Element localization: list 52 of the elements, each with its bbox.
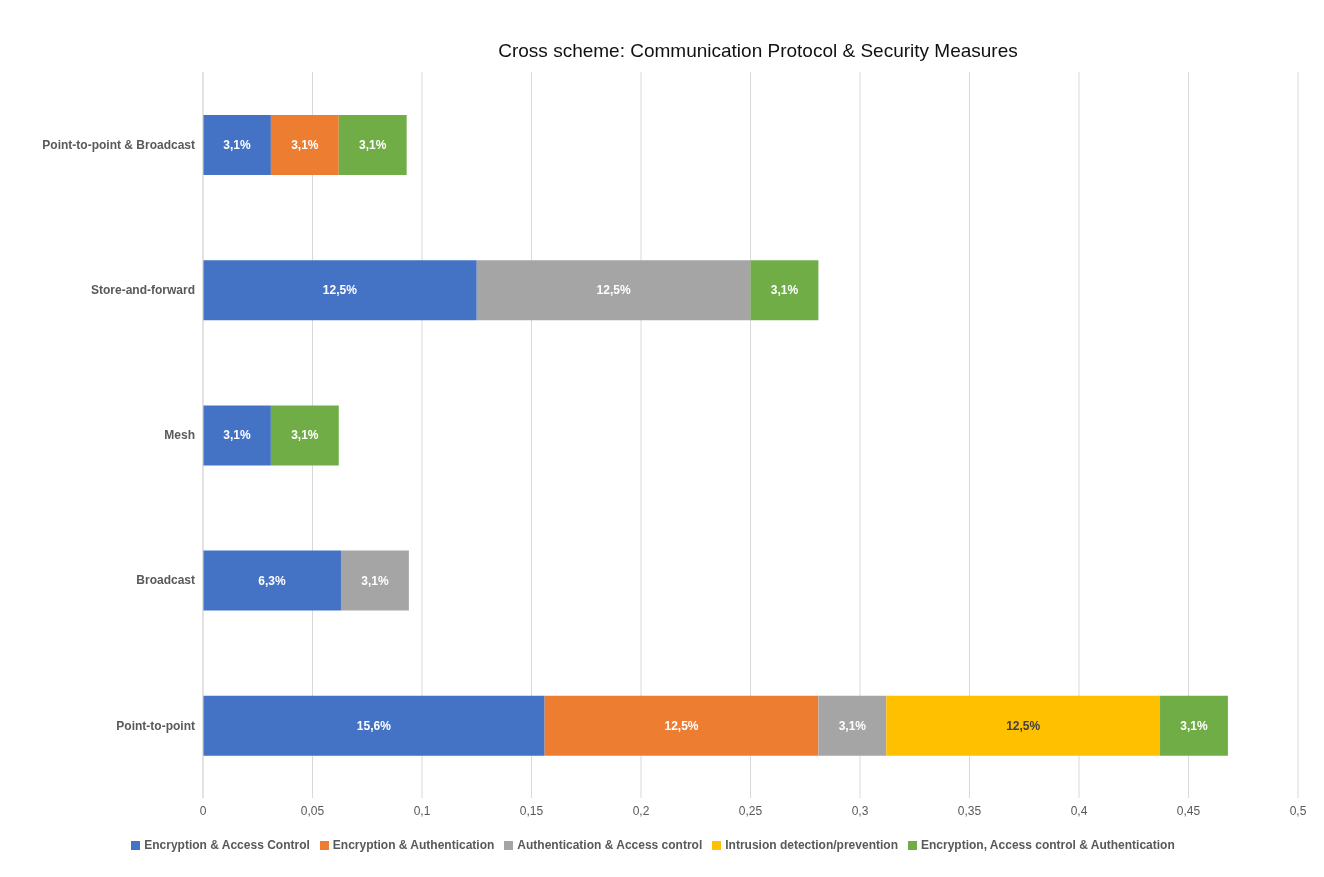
data-label: 3,1% <box>223 428 251 443</box>
bar <box>203 405 271 466</box>
data-label: 3,1% <box>1180 718 1208 733</box>
x-tick-label: 0,05 <box>300 803 325 818</box>
x-tick-label: 0,1 <box>413 803 431 818</box>
x-tick-label: 0,35 <box>957 803 982 818</box>
data-label: 12,5% <box>664 718 699 733</box>
data-label: 3,1% <box>770 283 799 298</box>
x-tick-label: 0,45 <box>1176 803 1201 818</box>
x-tick-label: 0 <box>199 803 207 818</box>
y-tick-label: Mesh <box>164 428 195 443</box>
bar <box>544 695 819 756</box>
bar <box>750 260 819 321</box>
bar <box>203 550 341 611</box>
bar <box>476 260 751 321</box>
legend-label: Encryption & Access Control <box>144 838 310 852</box>
legend-label: Authentication & Access control <box>517 838 703 852</box>
bar <box>338 115 407 175</box>
y-tick-label: Store-and-forward <box>90 283 195 298</box>
chart-title: Cross scheme: Communication Protocol & Security Measures <box>497 40 1019 62</box>
bar <box>1160 695 1228 756</box>
data-label: 3,1% <box>838 718 867 733</box>
data-label: 3,1% <box>291 138 319 152</box>
y-tick-label: Broadcast <box>136 573 195 588</box>
data-label: 6,3% <box>258 573 286 588</box>
x-tick-label: 0,4 <box>1070 803 1088 818</box>
data-label: 12,5% <box>322 283 358 298</box>
data-label: 3,1% <box>223 138 251 152</box>
legend-label: Intrusion detection/prevention <box>725 838 898 852</box>
legend-label: Encryption, Access control & Authentication <box>920 838 1175 852</box>
x-tick-label: 0,2 <box>632 803 650 818</box>
data-label: 12,5% <box>1006 718 1041 733</box>
bar <box>818 695 887 756</box>
data-label: 12,5% <box>596 283 631 298</box>
data-label: 15,6% <box>356 718 392 733</box>
bar <box>270 115 339 175</box>
data-label: 3,1% <box>291 428 319 443</box>
x-tick-label: 0,3 <box>851 803 869 818</box>
bar <box>203 115 271 175</box>
x-tick-label: 0,25 <box>738 803 763 818</box>
data-label: 3,1% <box>359 138 387 152</box>
y-tick-label: Point-to-point & Broadcast <box>42 137 195 152</box>
bar <box>340 550 409 611</box>
legend-label: Encryption & Authentication <box>332 838 495 852</box>
x-tick-label: 0,15 <box>519 803 544 818</box>
bar <box>203 695 545 756</box>
y-tick-label: Point-to-point <box>116 718 195 733</box>
bar <box>886 695 1161 756</box>
data-label: 3,1% <box>361 573 389 588</box>
x-tick-label: 0,5 <box>1289 803 1307 818</box>
bar <box>270 405 339 466</box>
bar <box>203 260 477 321</box>
